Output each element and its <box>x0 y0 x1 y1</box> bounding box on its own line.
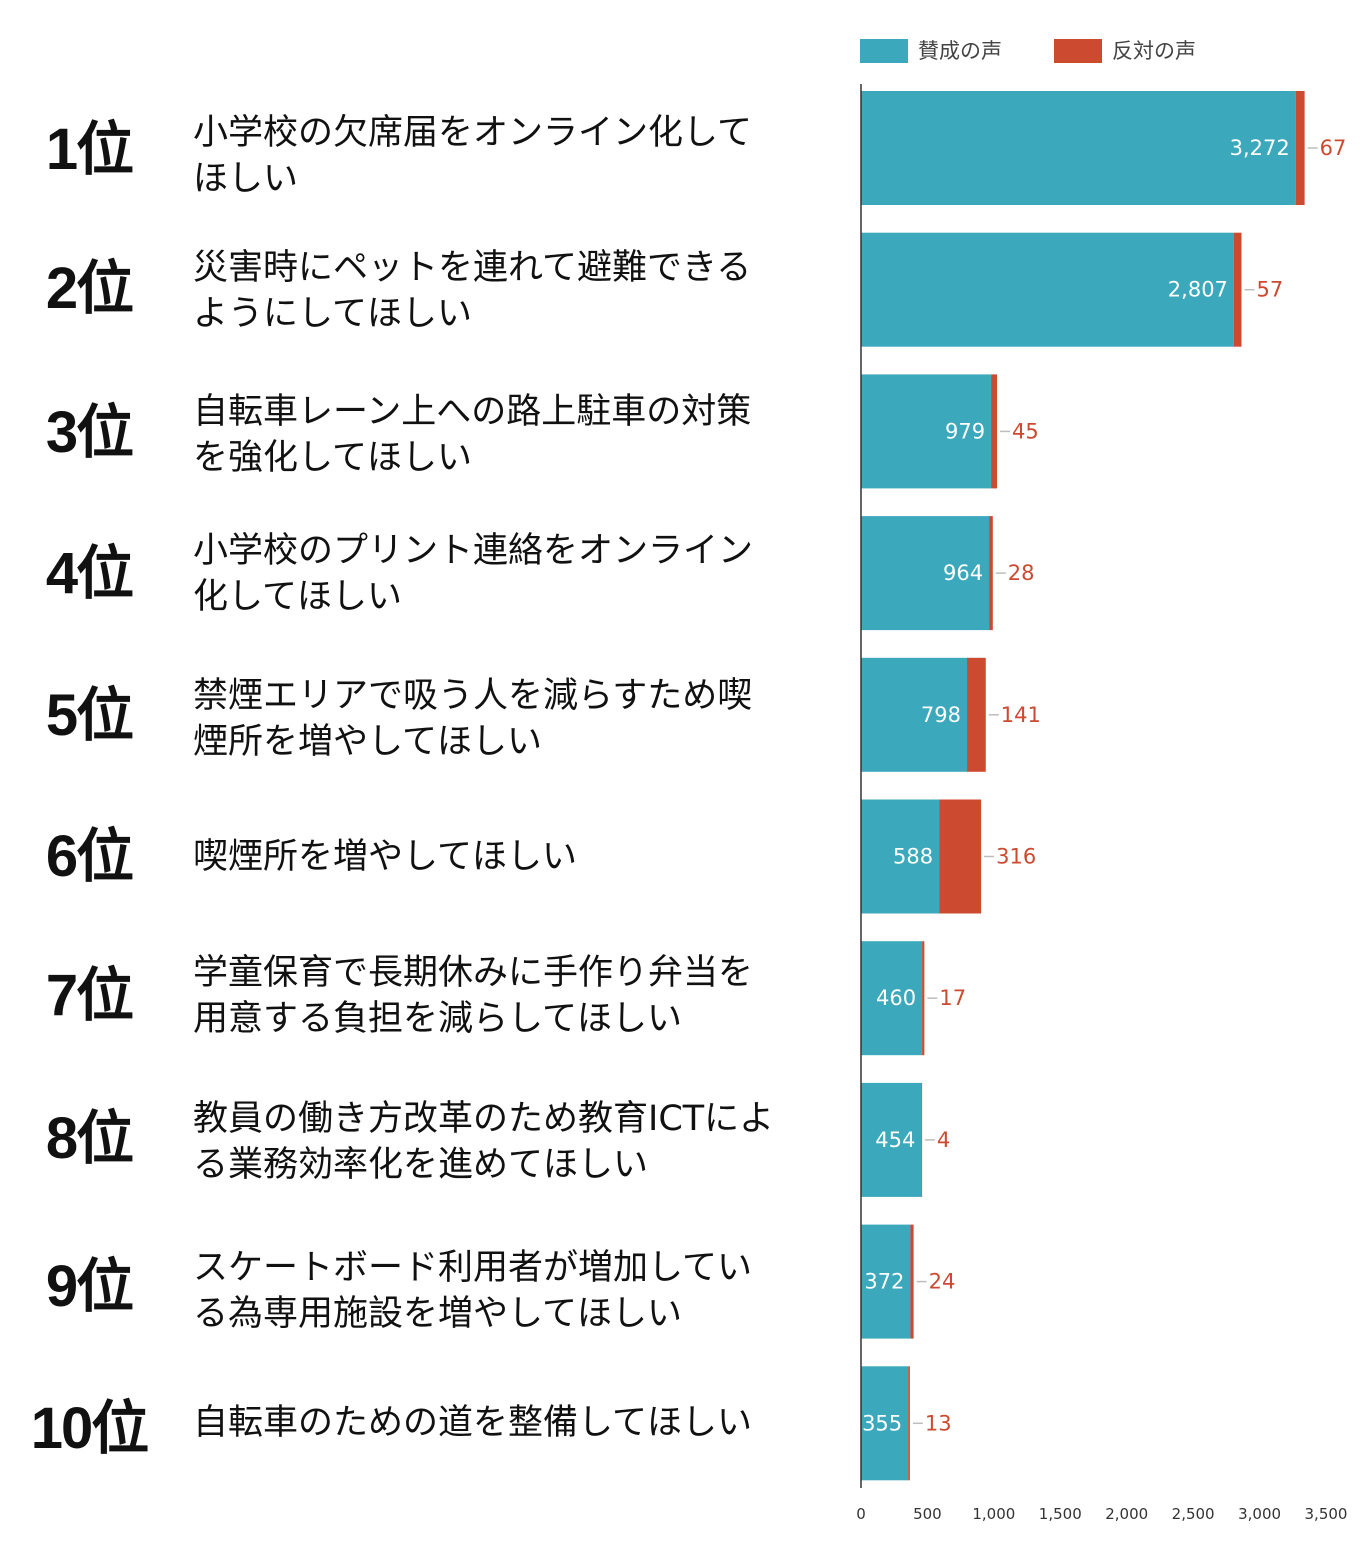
bar-oppose <box>1233 232 1242 347</box>
data-label-oppose: 57 <box>1257 278 1284 302</box>
legend-label: 反対の声 <box>1112 39 1196 63</box>
data-label-oppose: 67 <box>1320 136 1347 160</box>
rank-label: 9位 <box>45 1254 134 1319</box>
x-tick-label: 2,500 <box>1172 1505 1215 1523</box>
bar-support <box>861 374 992 489</box>
bar-support <box>861 91 1296 205</box>
rank-label: 4位 <box>45 541 134 606</box>
bar-oppose <box>910 1224 914 1339</box>
bar-oppose <box>908 1366 910 1481</box>
data-label-oppose: 316 <box>996 845 1036 869</box>
x-tick-label: 3,500 <box>1305 1505 1348 1523</box>
rank-label: 2位 <box>45 256 134 321</box>
category-label: 自転車のための道を整備してほしい <box>193 1403 752 1443</box>
data-label-oppose: 28 <box>1008 561 1035 585</box>
x-tick-label: 1,000 <box>972 1505 1015 1523</box>
data-label-support: 2,807 <box>1168 278 1228 302</box>
x-tick-label: 3,000 <box>1238 1505 1281 1523</box>
data-label-support: 588 <box>893 845 933 869</box>
x-tick-label: 2,000 <box>1105 1505 1148 1523</box>
bar-oppose <box>922 941 925 1056</box>
legend-swatch <box>860 39 908 63</box>
bar-support <box>861 1366 909 1481</box>
data-label-support: 454 <box>875 1128 915 1152</box>
category-label: スケートボード利用者が増加している為専用施設を増やしてほしい <box>193 1248 752 1334</box>
bar-oppose <box>1295 91 1305 205</box>
bar-support <box>861 232 1234 347</box>
data-label-oppose: 17 <box>939 986 966 1010</box>
bar-oppose <box>967 657 986 772</box>
category-label: 喫煙所を増やしてほしい <box>193 837 577 877</box>
bar-support <box>861 516 990 631</box>
category-label: 禁煙エリアで吸う人を減らすため喫煙所を増やしてほしい <box>193 676 753 762</box>
rank-label: 5位 <box>45 683 134 748</box>
data-label-support: 460 <box>876 986 916 1010</box>
data-label-support: 964 <box>943 561 983 585</box>
category-label: 教員の働き方改革のため教育ICTによる業務効率化を進めてほしい <box>193 1099 775 1185</box>
data-label-oppose: 24 <box>929 1270 956 1294</box>
rank-label: 6位 <box>45 824 134 889</box>
category-label: 小学校のプリント連絡をオンライン化してほしい <box>193 531 754 617</box>
bar-support <box>861 941 923 1056</box>
category-label: 小学校の欠席届をオンライン化してほしい <box>193 113 752 199</box>
rank-label: 1位 <box>45 117 134 182</box>
data-label-support: 798 <box>921 703 961 727</box>
rank-label: 8位 <box>45 1106 134 1171</box>
legend-swatch <box>1054 39 1102 63</box>
bar-oppose <box>989 516 993 631</box>
category-label: 災害時にペットを連れて避難できるようにしてほしい <box>193 248 752 334</box>
legend-label: 賛成の声 <box>918 39 1002 63</box>
rank-label: 3位 <box>45 400 134 465</box>
data-label-oppose: 141 <box>1001 703 1041 727</box>
data-label-support: 3,272 <box>1230 136 1290 160</box>
data-label-support: 372 <box>864 1270 904 1294</box>
x-tick-label: 1,500 <box>1039 1505 1082 1523</box>
data-label-support: 979 <box>945 419 985 443</box>
data-label-oppose: 4 <box>937 1128 950 1152</box>
bar-oppose <box>991 374 998 489</box>
category-label: 学童保育で長期休みに手作り弁当を用意する負担を減らしてほしい <box>193 953 754 1039</box>
rank-label: 10位 <box>30 1396 150 1461</box>
data-label-oppose: 13 <box>925 1411 952 1435</box>
data-label-support: 355 <box>862 1411 902 1435</box>
category-label: 自転車レーン上への路上駐車の対策を強化してほしい <box>193 392 752 478</box>
bar-oppose <box>921 1082 923 1197</box>
x-tick-label: 0 <box>856 1505 866 1523</box>
bar-support <box>861 799 940 914</box>
data-label-oppose: 45 <box>1012 419 1039 443</box>
bar-oppose <box>939 799 982 914</box>
bar-support <box>861 657 968 772</box>
bar-support <box>861 1224 911 1339</box>
rank-label: 7位 <box>45 963 134 1028</box>
bar-support <box>861 1082 922 1197</box>
x-tick-label: 500 <box>913 1505 942 1523</box>
